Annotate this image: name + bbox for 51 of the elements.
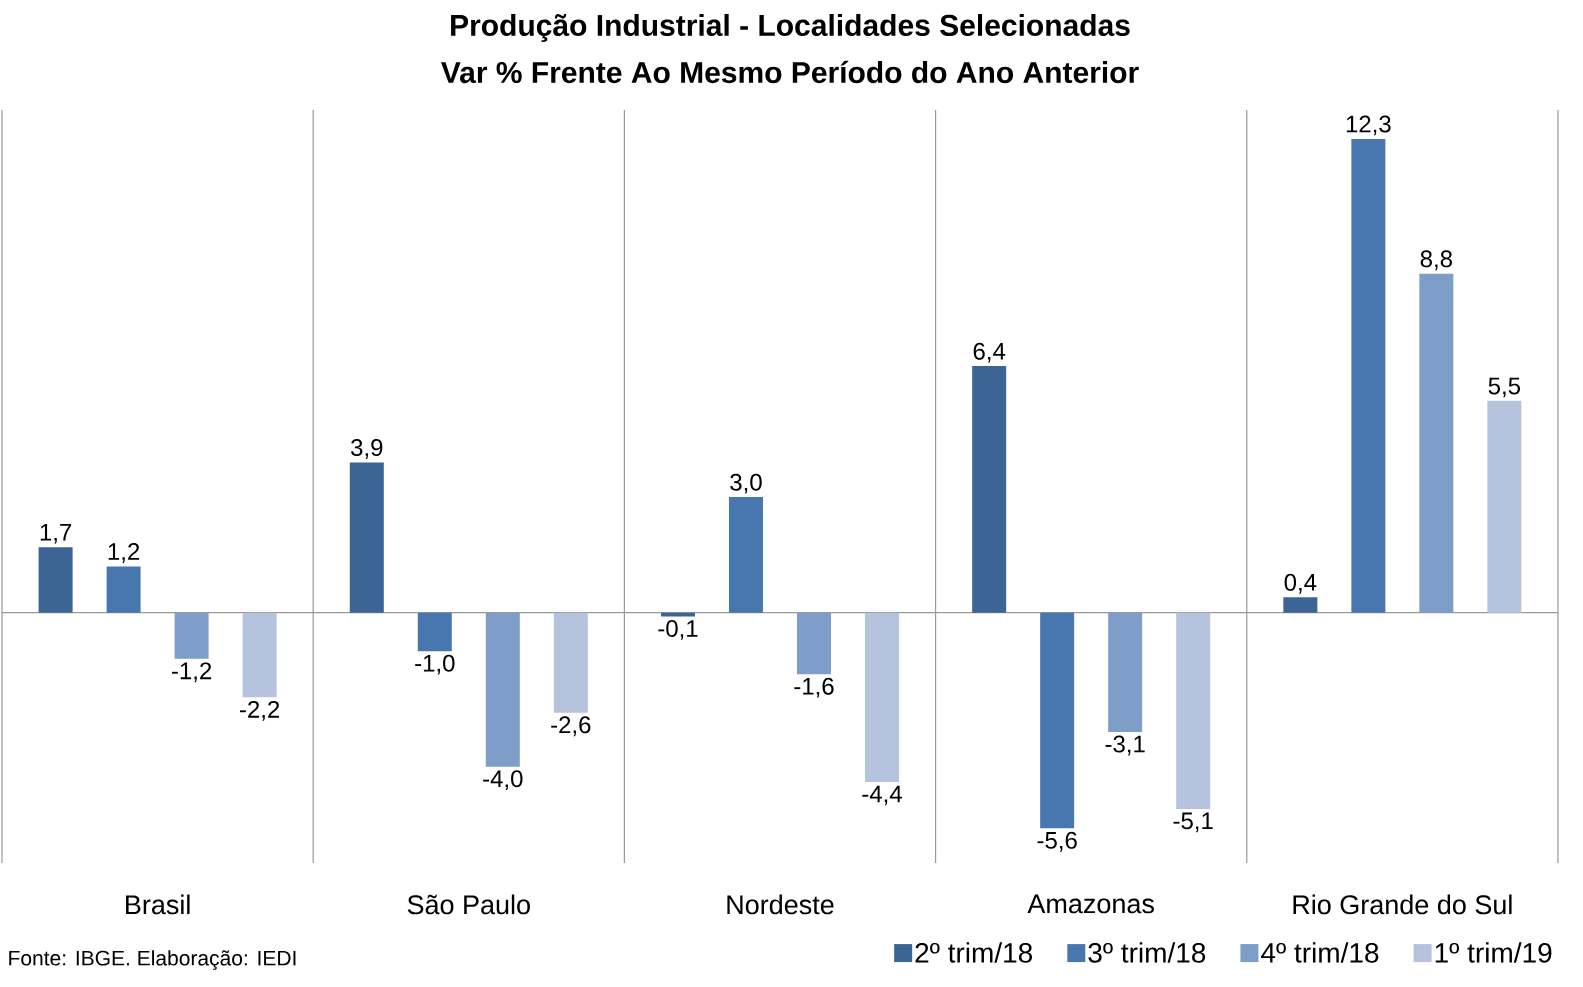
data-label: 1,2 (108, 543, 140, 563)
bar (1487, 400, 1522, 613)
legend-label: 2º trim/18 (915, 942, 1033, 963)
bar (728, 497, 763, 613)
source-note: Fonte: IBGE. Elaboração: IEDI (9, 950, 296, 970)
bar (38, 547, 73, 613)
data-label: 12,3 (1346, 115, 1391, 136)
data-label: -2,2 (239, 700, 280, 721)
chart-subtitle: Var % Frente Ao Mesmo Período do Ano Anterior (441, 60, 1139, 84)
data-label: 0,4 (1284, 573, 1317, 594)
data-label: -1,6 (794, 677, 834, 698)
data-label: 6,4 (973, 342, 1006, 363)
data-label: -5,1 (1173, 812, 1213, 833)
legend-label: 3º trim/18 (1088, 942, 1206, 963)
x-tick-label: Amazonas (1027, 894, 1154, 914)
bar (242, 612, 277, 698)
bar (349, 462, 384, 613)
data-label: 3,9 (351, 439, 383, 459)
data-label: -5,6 (1037, 831, 1077, 852)
data-label: -1,2 (171, 662, 212, 683)
data-label: -1,0 (415, 654, 455, 675)
bar (864, 612, 899, 783)
data-label: 8,8 (1420, 250, 1452, 271)
bar (1040, 612, 1075, 829)
data-label: -2,6 (551, 716, 591, 737)
x-tick-label: São Paulo (407, 894, 530, 915)
data-label: -4,0 (483, 770, 523, 791)
legend-label: 1º trim/19 (1435, 942, 1552, 963)
x-tick-label: Brasil (126, 894, 190, 915)
bar (1419, 273, 1454, 613)
legend-label: 4º trim/18 (1261, 942, 1379, 963)
bar (417, 612, 452, 652)
bar (972, 366, 1007, 613)
bar (106, 566, 141, 613)
bar (485, 612, 520, 767)
bar (1351, 138, 1386, 613)
bar (1108, 612, 1143, 733)
data-label: -4,4 (862, 785, 902, 806)
x-tick-label: Rio Grande do Sul (1293, 894, 1512, 915)
data-label: -3,1 (1105, 735, 1145, 756)
chart-title: Produção Industrial - Localidades Selecionadas (451, 14, 1130, 42)
bar (174, 612, 209, 659)
data-label: -0,1 (658, 620, 698, 640)
data-label: 5,5 (1488, 377, 1521, 398)
x-tick-label: Nordeste (727, 894, 834, 915)
bar (1176, 612, 1211, 810)
data-label: 1,7 (40, 524, 72, 544)
bar (553, 612, 588, 713)
bar (796, 612, 831, 675)
bar (1283, 597, 1318, 613)
data-label: 3,0 (730, 473, 762, 494)
